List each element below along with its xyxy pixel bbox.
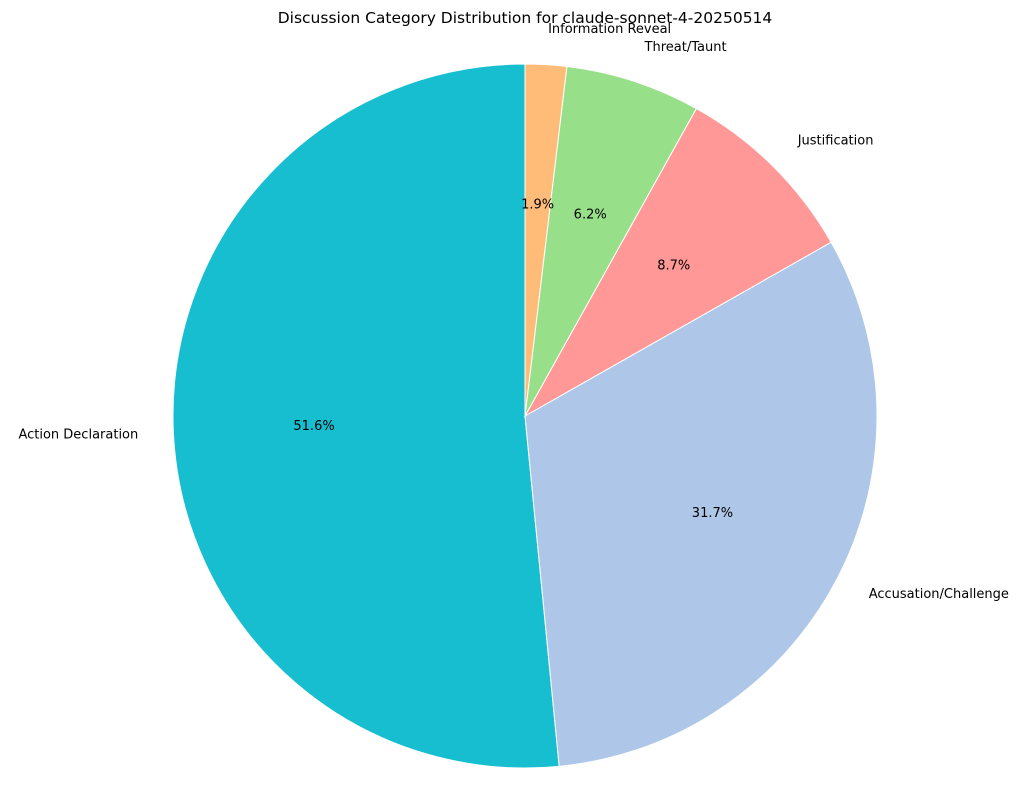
pie-slice-action-declaration (172, 63, 560, 769)
slice-labels: Action Declaration Accusation/Challenge Ju… (18, 22, 1008, 602)
pie-slice-accusation-challenge (524, 241, 878, 767)
percent-label-action-declaration: 51.6% (293, 419, 334, 434)
slice-label-accusation-challenge: Accusation/Challenge (869, 587, 1009, 602)
pie-slice-threat-taunt (524, 65, 698, 417)
pie-slice-information-reveal (524, 63, 568, 417)
percent-label-justification: 8.7% (657, 259, 690, 274)
slice-label-action-declaration: Action Declaration (18, 427, 138, 442)
chart-title: Discussion Category Distribution for cla… (278, 9, 773, 27)
slice-label-justification: Justification (797, 134, 874, 149)
percent-label-information-reveal: 1.9% (521, 198, 554, 213)
pie-slices (172, 63, 878, 769)
percent-labels: 51.6% 31.7% 8.7% 6.2% 1.9% (293, 198, 733, 521)
pie-slice-justification (523, 107, 832, 418)
slice-label-information-reveal: Information Reveal (548, 22, 671, 37)
percent-label-accusation-challenge: 31.7% (692, 506, 733, 521)
slice-label-threat-taunt: Threat/Taunt (644, 40, 727, 55)
percent-label-threat-taunt: 6.2% (574, 208, 607, 223)
